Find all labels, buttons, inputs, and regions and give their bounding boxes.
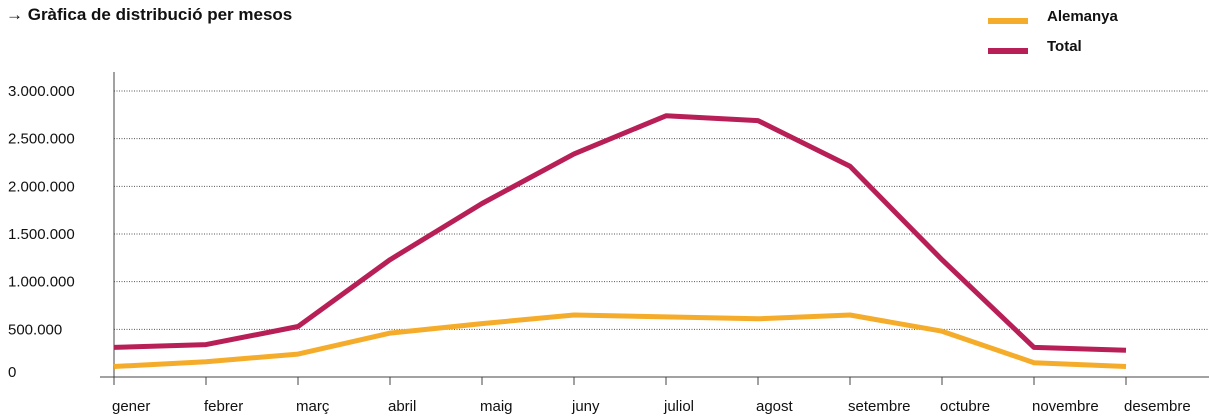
y-tick-label: 500.000 xyxy=(8,321,62,338)
x-tick-label: novembre xyxy=(1032,398,1099,415)
x-tick-label: gener xyxy=(112,398,150,415)
x-tick-label: juliol xyxy=(663,398,694,415)
x-tick-label: desembre xyxy=(1124,398,1191,415)
legend-swatch-alemanya xyxy=(988,18,1028,24)
x-tick-label: agost xyxy=(756,398,794,415)
x-tick-label: abril xyxy=(388,398,416,415)
y-tick-label: 1.000.000 xyxy=(8,274,75,291)
series-line-alemanya xyxy=(113,312,1127,369)
legend-swatch-total xyxy=(988,48,1028,54)
x-tick-label: octubre xyxy=(940,398,990,415)
x-tick-label: març xyxy=(296,398,330,415)
legend-label-alemanya: Alemanya xyxy=(1047,8,1118,25)
x-tick-label: setembre xyxy=(848,398,911,415)
y-tick-label: 2.500.000 xyxy=(8,131,75,148)
series-line-total xyxy=(113,113,1127,353)
y-tick-label: 2.000.000 xyxy=(8,178,75,195)
chart-title: → Gràfica de distribució per mesos xyxy=(6,5,293,24)
legend-label-total: Total xyxy=(1047,38,1082,55)
x-tick-label: juny xyxy=(571,398,600,415)
x-tick-label: febrer xyxy=(204,398,243,415)
y-tick-label: 0 xyxy=(8,364,16,381)
y-tick-label: 3.000.000 xyxy=(8,83,75,100)
x-tick-label: maig xyxy=(480,398,513,415)
y-tick-label: 1.500.000 xyxy=(8,226,75,243)
